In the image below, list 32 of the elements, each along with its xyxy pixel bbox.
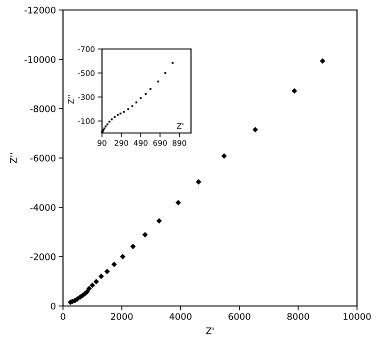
y-tick-label: 0: [50, 302, 56, 310]
point: [93, 278, 99, 284]
x-tick-label: 8000: [287, 313, 310, 320]
point: [111, 262, 117, 268]
y-tick-label: -12000: [24, 6, 56, 14]
x-tick-label: 0: [60, 313, 66, 320]
y-axis-title: Z'': [10, 153, 17, 164]
point: [86, 286, 92, 292]
point: [142, 232, 148, 238]
y-tick-label: -10000: [24, 56, 56, 63]
x-tick-label: 10000: [344, 313, 371, 320]
point: [221, 153, 227, 159]
point: [98, 274, 104, 280]
y-tick-label: -2000: [30, 253, 56, 260]
y-tick-label: -6000: [30, 154, 56, 162]
point: [120, 254, 126, 260]
x-tick-label: 2000: [110, 313, 133, 320]
point: [320, 58, 326, 64]
point: [156, 218, 162, 224]
point: [74, 296, 80, 302]
point: [90, 282, 96, 288]
point: [292, 88, 298, 94]
point: [104, 268, 110, 274]
point: [176, 200, 181, 206]
y-tick-label: -4000: [30, 204, 56, 211]
x-tick-label: 4000: [170, 313, 192, 320]
x-tick-label: 6000: [228, 313, 250, 320]
y-tick-label: -8000: [30, 105, 56, 112]
point: [196, 179, 202, 185]
point: [252, 126, 258, 132]
x-axis-title: Z': [206, 328, 214, 334]
point: [130, 244, 136, 250]
